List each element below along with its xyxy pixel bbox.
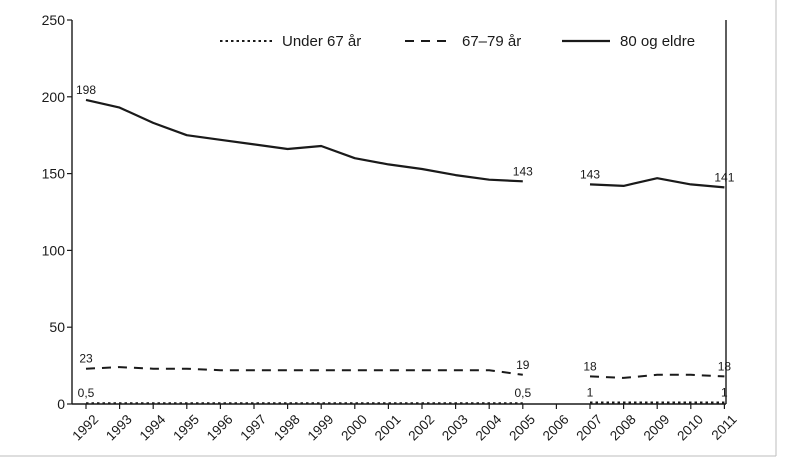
x-tick-label: 2008 — [607, 412, 639, 444]
x-tick-label: 2011 — [709, 412, 740, 443]
y-tick-label: 150 — [42, 166, 66, 182]
x-tick-label: 1995 — [170, 412, 202, 444]
series-line-1 — [85, 366, 523, 376]
data-label: 198 — [76, 83, 96, 97]
y-tick-label: 50 — [49, 319, 65, 335]
series-line-2 — [85, 98, 523, 183]
data-label: 141 — [714, 170, 734, 184]
x-tick-label: 2009 — [641, 412, 673, 444]
x-tick-label: 1993 — [103, 412, 135, 444]
x-tick-label: 1999 — [305, 412, 337, 444]
data-label: 1 — [587, 385, 594, 399]
x-tick-label: 2001 — [372, 412, 404, 444]
series-line-1 — [589, 373, 725, 379]
legend: Under 67 år 67–79 år 80 og eldre — [220, 33, 695, 50]
data-label: 1 — [721, 385, 728, 399]
x-tick-label: 2010 — [674, 412, 706, 444]
x-tick-label: 2007 — [573, 412, 605, 444]
y-tick-label: 100 — [42, 242, 66, 258]
x-tick-label: 2002 — [405, 412, 437, 444]
legend-label-2: 80 og eldre — [620, 33, 695, 50]
series-line-2 — [589, 177, 725, 189]
x-tick-label: 2005 — [506, 412, 538, 444]
data-label: 18 — [583, 359, 597, 373]
y-tick-label: 250 — [42, 12, 66, 28]
legend-label-1: 67–79 år — [462, 33, 521, 50]
x-tick-label: 1996 — [204, 412, 236, 444]
x-tick-label: 1998 — [271, 412, 303, 444]
data-labels: 198 143 143 141 23 19 18 18 0,5 0,5 1 1 — [76, 83, 735, 400]
data-label: 23 — [79, 352, 93, 366]
data-label: 18 — [718, 359, 732, 373]
x-tick-label: 1997 — [237, 412, 269, 444]
x-tick-label: 2006 — [540, 412, 572, 444]
x-tick-label: 2003 — [439, 412, 471, 444]
y-tick-label: 200 — [42, 89, 66, 105]
x-tick-label: 2004 — [473, 411, 505, 443]
data-label: 0,5 — [78, 386, 95, 400]
series-lines — [85, 98, 725, 405]
x-tick-label: 1994 — [137, 411, 169, 443]
data-label: 143 — [580, 167, 600, 181]
x-tick-label: 2000 — [338, 412, 370, 444]
data-label: 143 — [513, 164, 533, 178]
data-label: 19 — [516, 358, 530, 372]
data-label: 0,5 — [514, 386, 531, 400]
x-tick-label: 1992 — [69, 412, 101, 444]
y-tick-label: 0 — [57, 396, 65, 412]
legend-label-0: Under 67 år — [282, 33, 361, 50]
